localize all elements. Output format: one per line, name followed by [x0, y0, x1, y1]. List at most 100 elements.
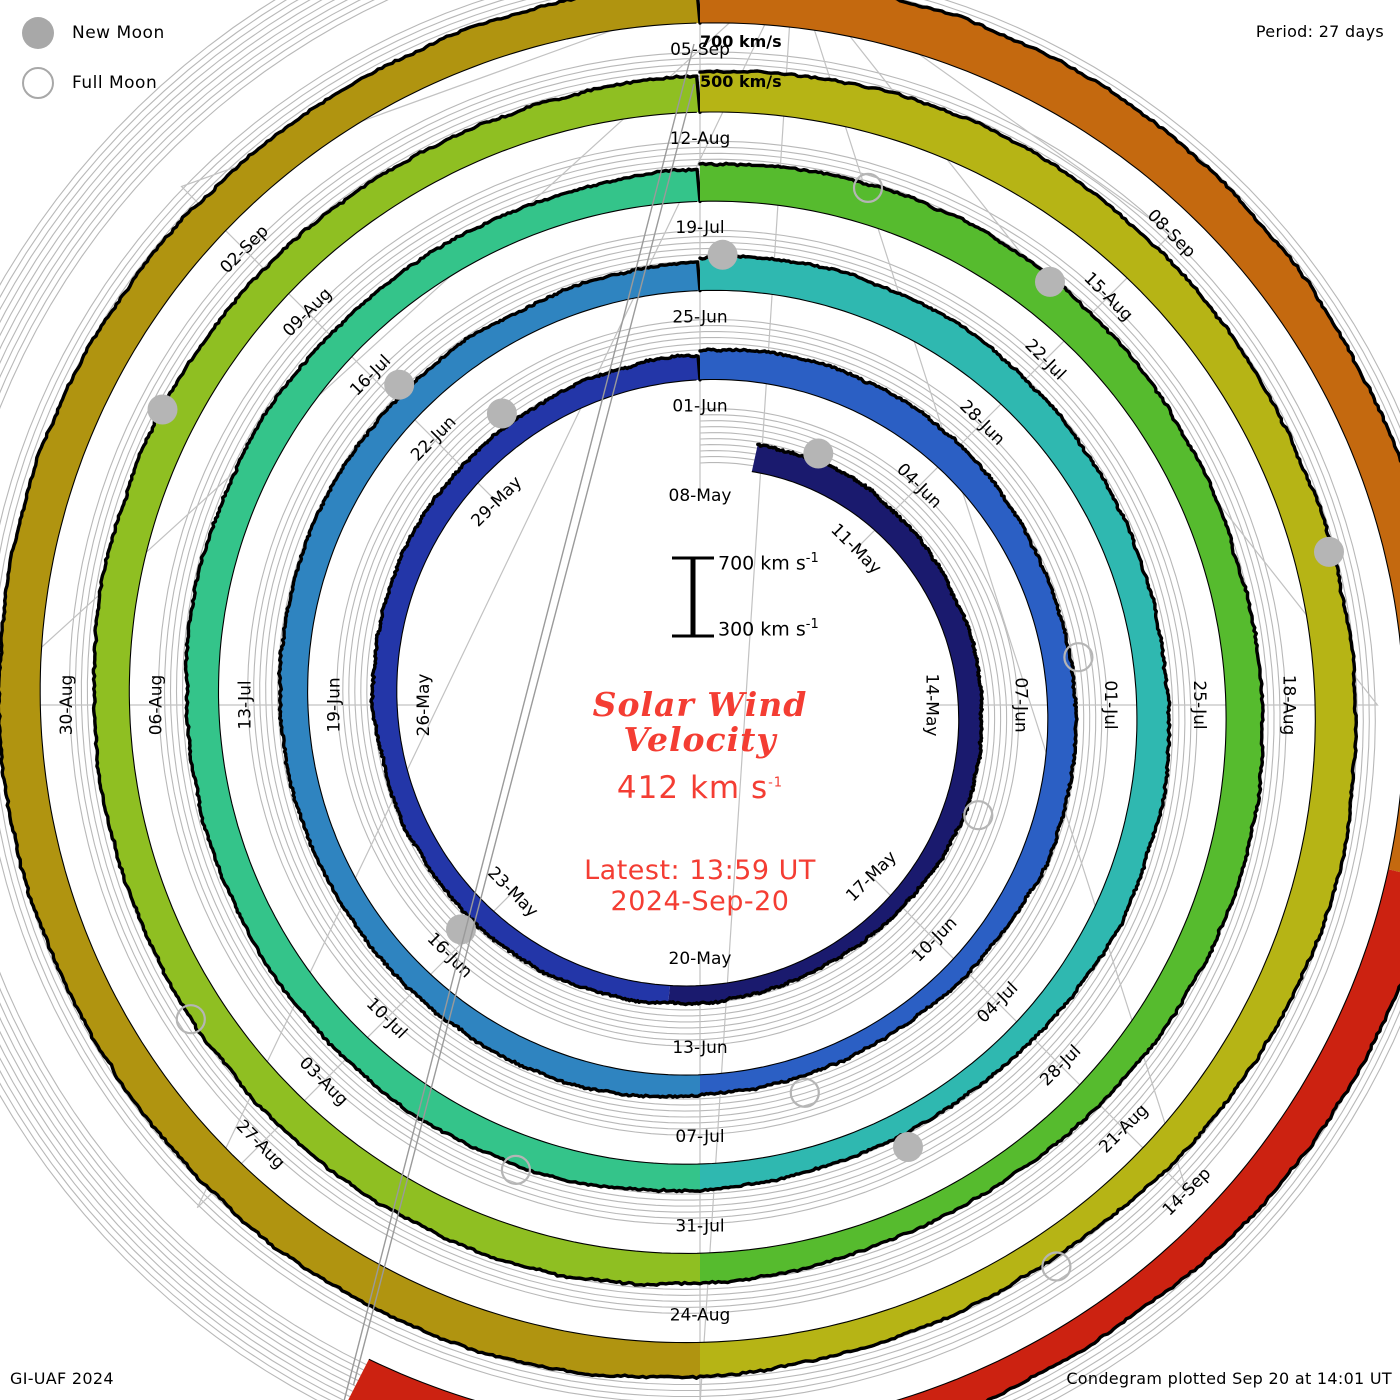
scalebar-lower-label: 300 km s-1 — [718, 617, 819, 640]
band-baseline — [396, 379, 960, 987]
date-label: 25-Jul — [1189, 680, 1209, 729]
radial-axis-label-500: 500 km/s — [700, 72, 782, 91]
date-label-text: 07-Jul — [675, 1127, 724, 1147]
full-moon-marker — [500, 1154, 532, 1186]
moon-markers — [147, 172, 1344, 1282]
date-label-text: 06-Aug — [146, 675, 166, 736]
plotted-timestamp-note: Condegram plotted Sep 20 at 14:01 UT — [1066, 1369, 1392, 1388]
date-label-text: 14-May — [922, 674, 942, 737]
date-label-text: 13-Jun — [672, 1038, 727, 1058]
spoke-3 — [804, 0, 1188, 1193]
date-label-text: 07-Jun — [1011, 677, 1031, 732]
new-moon-marker — [1314, 536, 1344, 567]
velocity-trace — [369, 353, 984, 1007]
full-moon-icon — [22, 67, 54, 99]
date-label-text: 26-May — [414, 674, 434, 737]
date-label: 05-Sep — [670, 40, 730, 60]
date-label-text: 05-Sep — [670, 40, 730, 60]
center-info-panel: 700 km s-1 300 km s-1 Solar Wind Velocit… — [430, 545, 970, 917]
band-baseline — [307, 290, 1049, 1076]
date-label: 13-Jul — [236, 680, 256, 729]
date-label-text: 01-Jul — [1100, 680, 1120, 729]
date-label: 30-Aug — [57, 675, 77, 736]
latest-reading-block: Latest: 13:59 UT 2024-Sep-20 — [430, 854, 970, 918]
new-moon-marker — [446, 914, 476, 945]
period-note: Period: 27 days — [1255, 22, 1384, 41]
date-label: 07-Jun — [1011, 677, 1031, 732]
band-baseline — [217, 200, 1138, 1165]
leader-line-700 — [343, 43, 695, 1400]
legend-label-full-moon: Full Moon — [72, 73, 158, 93]
spoke-4 — [699, 0, 792, 1400]
date-label: 19-Jun — [325, 677, 345, 732]
date-label: 20-May — [669, 949, 732, 969]
full-moon-marker — [1041, 1251, 1072, 1282]
scalebar-lower-exponent: -1 — [805, 617, 819, 632]
date-label: 25-Jun — [672, 307, 727, 327]
date-label: 18-Aug — [1278, 675, 1298, 736]
date-label: 01-Jul — [1100, 680, 1120, 729]
full-moon-marker — [175, 1004, 206, 1035]
radial-axis-label-700: 700 km/s — [700, 32, 782, 51]
new-moon-marker — [1035, 266, 1065, 297]
date-label-text: 24-Aug — [670, 1306, 731, 1326]
full-moon-marker — [963, 800, 994, 831]
date-label: 26-May — [414, 674, 434, 737]
date-label: 31-Jul — [675, 1216, 724, 1236]
spoke-2 — [820, 0, 1379, 706]
new-moon-marker — [707, 239, 738, 270]
radial-label-leaders — [343, 43, 695, 1400]
date-label: 01-Jun — [672, 397, 727, 417]
scalebar-lower-text: 300 km s — [718, 618, 806, 641]
full-moon-marker — [852, 172, 884, 203]
scalebar-upper-label: 700 km s-1 — [718, 551, 819, 574]
legend-item-full-moon: Full Moon — [22, 58, 165, 108]
new-moon-marker — [893, 1132, 923, 1162]
latest-time: Latest: 13:59 UT — [584, 854, 816, 886]
velocity-trace — [183, 167, 1172, 1194]
date-label: 14-May — [922, 674, 942, 737]
date-label: 19-Jul — [675, 218, 724, 238]
credit-note: GI-UAF 2024 — [10, 1369, 114, 1388]
velocity-scalebar: 700 km s-1 300 km s-1 — [430, 545, 970, 650]
band-baseline — [368, 22, 1400, 1400]
date-label-text: 25-Jul — [1189, 680, 1209, 729]
date-label-text: 30-Aug — [57, 675, 77, 736]
date-label-text: 31-Jul — [675, 1216, 724, 1236]
leader-line-500 — [352, 83, 695, 1386]
spoke-6 — [0, 0, 756, 706]
spoke-1 — [842, 0, 1173, 550]
legend-item-new-moon: New Moon — [22, 8, 165, 58]
date-label: 24-Aug — [670, 1306, 731, 1326]
velocity-trace — [0, 0, 1358, 1380]
full-moon-marker — [1063, 642, 1094, 673]
moon-phase-legend: New Moon Full Moon — [22, 8, 165, 108]
date-label-text: 19-Jun — [325, 677, 345, 732]
date-label: 06-Aug — [146, 675, 166, 736]
date-label: 07-Jul — [675, 1127, 724, 1147]
legend-label-new-moon: New Moon — [72, 23, 165, 43]
full-moon-marker — [789, 1077, 820, 1108]
velocity-number: 412 km s — [616, 769, 769, 806]
new-moon-marker — [803, 438, 834, 469]
date-label-text: 01-Jun — [672, 397, 727, 417]
latest-date: 2024-Sep-20 — [610, 885, 790, 917]
date-label-text: 08-May — [669, 486, 732, 506]
title-line-1: Solar Wind — [592, 685, 808, 724]
date-label: 13-Jun — [672, 1038, 727, 1058]
band-baseline — [128, 111, 1227, 1254]
date-label-text: 13-Jul — [236, 680, 256, 729]
spoke-7 — [180, 0, 698, 503]
date-label-text: 12-Aug — [670, 129, 731, 149]
new-moon-icon — [22, 17, 54, 49]
date-label-text: 18-Aug — [1278, 675, 1298, 736]
band-baseline — [39, 22, 1316, 1344]
velocity-band-segment — [700, 0, 1400, 873]
